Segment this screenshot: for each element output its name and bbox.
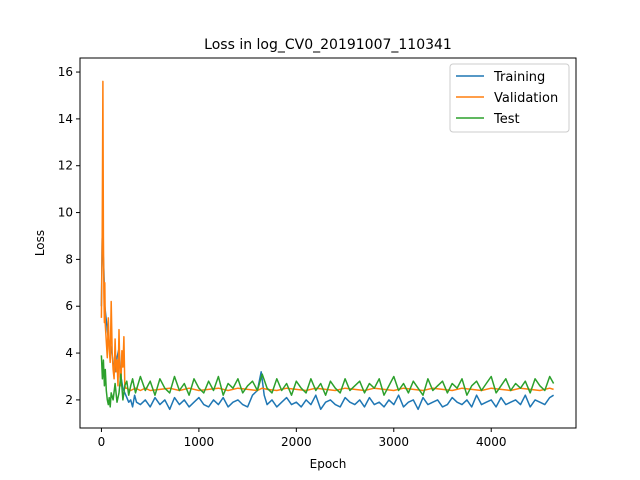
y-axis-label: Loss — [33, 230, 47, 256]
series-line-training — [100, 237, 554, 411]
x-tick-label: 1000 — [184, 435, 215, 449]
chart-title: Loss in log_CV0_20191007_110341 — [204, 37, 452, 53]
y-tick-label: 8 — [65, 252, 73, 266]
y-tick-label: 10 — [58, 206, 73, 220]
x-tick-label: 4000 — [476, 435, 507, 449]
y-tick-label: 6 — [65, 299, 73, 313]
y-tick-label: 16 — [58, 65, 73, 79]
y-tick-label: 14 — [58, 112, 73, 126]
y-tick-label: 2 — [65, 393, 73, 407]
y-axis-ticks: 2 4 6 8 10 12 14 16 — [58, 65, 80, 407]
legend-label-test: Test — [493, 112, 520, 127]
series-line-validation — [100, 80, 554, 392]
series-layer — [100, 80, 555, 411]
x-tick-label: 2000 — [281, 435, 312, 449]
plot-border — [79, 57, 577, 429]
legend-label-training: Training — [493, 70, 545, 85]
legend: Training Validation Test — [449, 63, 570, 133]
y-tick-label: 4 — [65, 346, 73, 360]
y-tick-label: 12 — [58, 159, 73, 173]
x-axis-ticks: 0 1000 2000 3000 4000 — [98, 428, 507, 449]
legend-label-validation: Validation — [494, 91, 558, 106]
x-axis-label: Epoch — [310, 457, 347, 471]
x-tick-label: 3000 — [379, 435, 410, 449]
x-tick-label: 0 — [98, 435, 106, 449]
series-line-test — [100, 355, 555, 408]
legend-box — [449, 63, 570, 133]
